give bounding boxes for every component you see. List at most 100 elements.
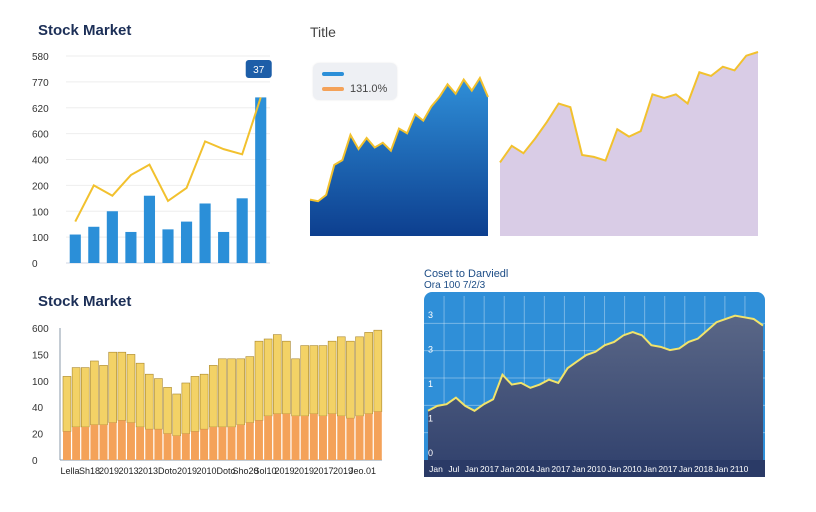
bar-lower: [264, 416, 273, 460]
bar-lower: [364, 413, 373, 460]
y-tick-label: 3: [428, 345, 433, 355]
x-tick-label: 2017: [313, 466, 333, 476]
x-axis-band: [424, 460, 765, 477]
bar-upper: [144, 373, 154, 430]
bar-lower: [145, 429, 154, 460]
y-tick-label: 600: [32, 130, 49, 141]
x-tick-label: 2019: [333, 466, 353, 476]
bar-upper: [190, 376, 200, 432]
bar-upper: [80, 367, 90, 428]
x-tick-label: 2010: [587, 464, 606, 474]
x-tick-label: 2019: [99, 466, 119, 476]
bar-upper: [373, 329, 383, 412]
y-tick-label: 200: [32, 181, 49, 192]
bar: [125, 231, 137, 263]
bar-lower: [319, 416, 327, 460]
y-tick-label: 1: [428, 379, 433, 389]
x-tick-label: 2010: [196, 466, 216, 476]
x-tick-label: Lella: [60, 466, 79, 476]
bar-lower: [90, 424, 99, 460]
bar-upper: [126, 354, 136, 423]
x-tick-label: Jan: [536, 464, 550, 474]
chart2-legend: 131.0%: [313, 63, 397, 100]
bar-upper: [245, 356, 255, 423]
callout-label: 37: [253, 65, 265, 76]
series-line: [499, 51, 759, 163]
chart2-svg: [309, 75, 489, 236]
area-fill: [310, 78, 488, 236]
legend-swatch-blue: [322, 72, 344, 76]
y-tick-label: 400: [32, 156, 49, 167]
chart4-title: Stock Market: [38, 293, 132, 310]
x-tick-label: 2013: [118, 466, 138, 476]
bar: [255, 97, 267, 264]
bar: [199, 203, 211, 263]
bar-lower: [227, 427, 236, 460]
bar-lower: [273, 413, 282, 460]
x-tick-label: 2013: [138, 466, 158, 476]
y-tick-label: 770: [32, 78, 49, 89]
legend-swatch-orange: [322, 87, 344, 91]
bar-lower: [154, 429, 163, 460]
x-tick-label: Sh18: [79, 466, 100, 476]
series-line: [309, 75, 489, 203]
x-tick-label: 2017: [658, 464, 677, 474]
bar-upper: [135, 362, 145, 428]
bar: [143, 195, 156, 263]
bar: [236, 198, 248, 263]
y-tick-label: 100: [32, 207, 49, 218]
bar-upper: [90, 360, 99, 426]
bar-lower: [127, 422, 135, 460]
bar-upper: [236, 358, 245, 426]
bar-lower: [245, 422, 254, 460]
bar-lower: [218, 427, 227, 460]
bar-upper: [218, 358, 227, 428]
bar-upper: [71, 367, 81, 428]
y-tick-label: 150: [32, 350, 49, 361]
x-tick-label: Jan: [572, 464, 586, 474]
x-tick-label: Doto: [216, 466, 235, 476]
y-tick-label: 580: [32, 52, 49, 63]
y-tick-label: 620: [32, 104, 49, 115]
y-tick-label: 0: [32, 456, 38, 467]
bar-upper: [208, 365, 218, 428]
bar-upper: [336, 336, 346, 417]
bar-upper: [117, 351, 127, 421]
bar-lower: [282, 413, 291, 460]
bar-upper: [309, 345, 319, 415]
bar: [162, 229, 174, 263]
bar: [88, 226, 100, 263]
bar-upper: [282, 340, 291, 415]
bar-lower: [81, 427, 90, 460]
y-tick-label: 100: [32, 233, 49, 244]
x-tick-label: 2018: [694, 464, 713, 474]
bar-lower: [63, 431, 71, 460]
bar-lower: [136, 427, 145, 460]
bar-lower: [309, 413, 318, 460]
bar-upper: [355, 336, 364, 417]
x-tick-label: Jan: [607, 464, 621, 474]
bar-upper: [254, 340, 264, 421]
x-tick-label: Jan: [500, 464, 514, 474]
bar-lower: [172, 435, 181, 460]
x-tick-label: Jul: [448, 464, 459, 474]
legend-item-1: [322, 68, 350, 80]
area-fill: [500, 52, 758, 236]
bar-lower: [191, 431, 199, 460]
chart5-subtitle: Ora 100 7/2/3: [424, 280, 486, 291]
bar: [180, 221, 193, 263]
series-line: [74, 97, 262, 223]
bar-upper: [108, 351, 117, 423]
bar-upper: [364, 332, 373, 415]
x-tick-label: Sho20: [232, 466, 258, 476]
x-tick-label: Sol10: [253, 466, 276, 476]
y-tick-label: 100: [32, 377, 49, 388]
bar: [69, 234, 81, 263]
bar-upper: [62, 376, 72, 432]
bar-lower: [355, 416, 364, 460]
bar-lower: [72, 427, 81, 460]
x-tick-label: Jan: [714, 464, 728, 474]
bar-lower: [236, 424, 245, 460]
bar-upper: [272, 334, 282, 415]
